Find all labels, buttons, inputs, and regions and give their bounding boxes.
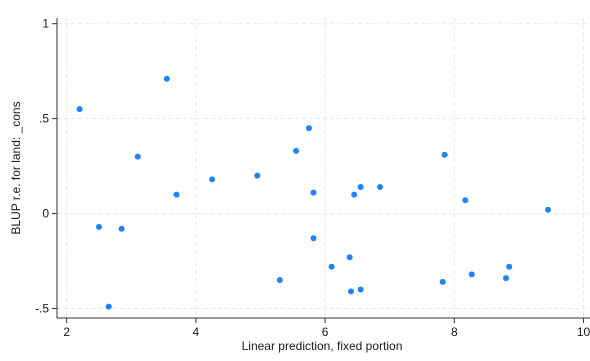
data-point (173, 191, 180, 198)
data-point (351, 191, 358, 198)
data-point (254, 172, 261, 179)
x-tick-label: 6 (322, 325, 329, 339)
data-point (347, 288, 354, 295)
y-tick-label: 1 (42, 17, 49, 31)
y-tick-label: 0 (42, 207, 49, 221)
data-point (163, 75, 170, 82)
data-point (346, 254, 353, 261)
data-point (276, 277, 283, 284)
data-point (503, 275, 510, 282)
data-point (76, 106, 83, 113)
x-axis-title: Linear prediction, fixed portion (242, 339, 403, 353)
data-point (209, 176, 216, 183)
data-point (293, 147, 300, 154)
plot-area (57, 18, 590, 318)
x-tick-label: 4 (193, 325, 200, 339)
grid-lines (57, 18, 590, 318)
data-point (357, 183, 364, 190)
x-tick-label: 8 (451, 325, 458, 339)
data-point (310, 189, 317, 196)
y-tick-label: .5 (39, 112, 49, 126)
data-point (377, 183, 384, 190)
data-point (357, 286, 364, 293)
data-point (506, 263, 513, 270)
data-point (439, 278, 446, 285)
data-point (441, 151, 448, 158)
data-point (95, 223, 102, 230)
data-point (134, 153, 141, 160)
x-tick-label: 2 (63, 325, 70, 339)
data-point (310, 235, 317, 242)
data-point (468, 271, 475, 278)
axes: -.5 0 .5 1 2 4 6 8 10 (35, 17, 590, 339)
data-points (76, 75, 552, 310)
data-point (105, 303, 112, 310)
x-tick-label: 10 (577, 325, 590, 339)
data-point (118, 225, 125, 232)
data-point (305, 125, 312, 132)
y-axis-title: BLUP r.e. for land: _cons (9, 101, 23, 234)
data-point (462, 197, 469, 204)
data-point (328, 263, 335, 270)
y-tick-label: -.5 (35, 302, 49, 316)
data-point (545, 206, 552, 213)
